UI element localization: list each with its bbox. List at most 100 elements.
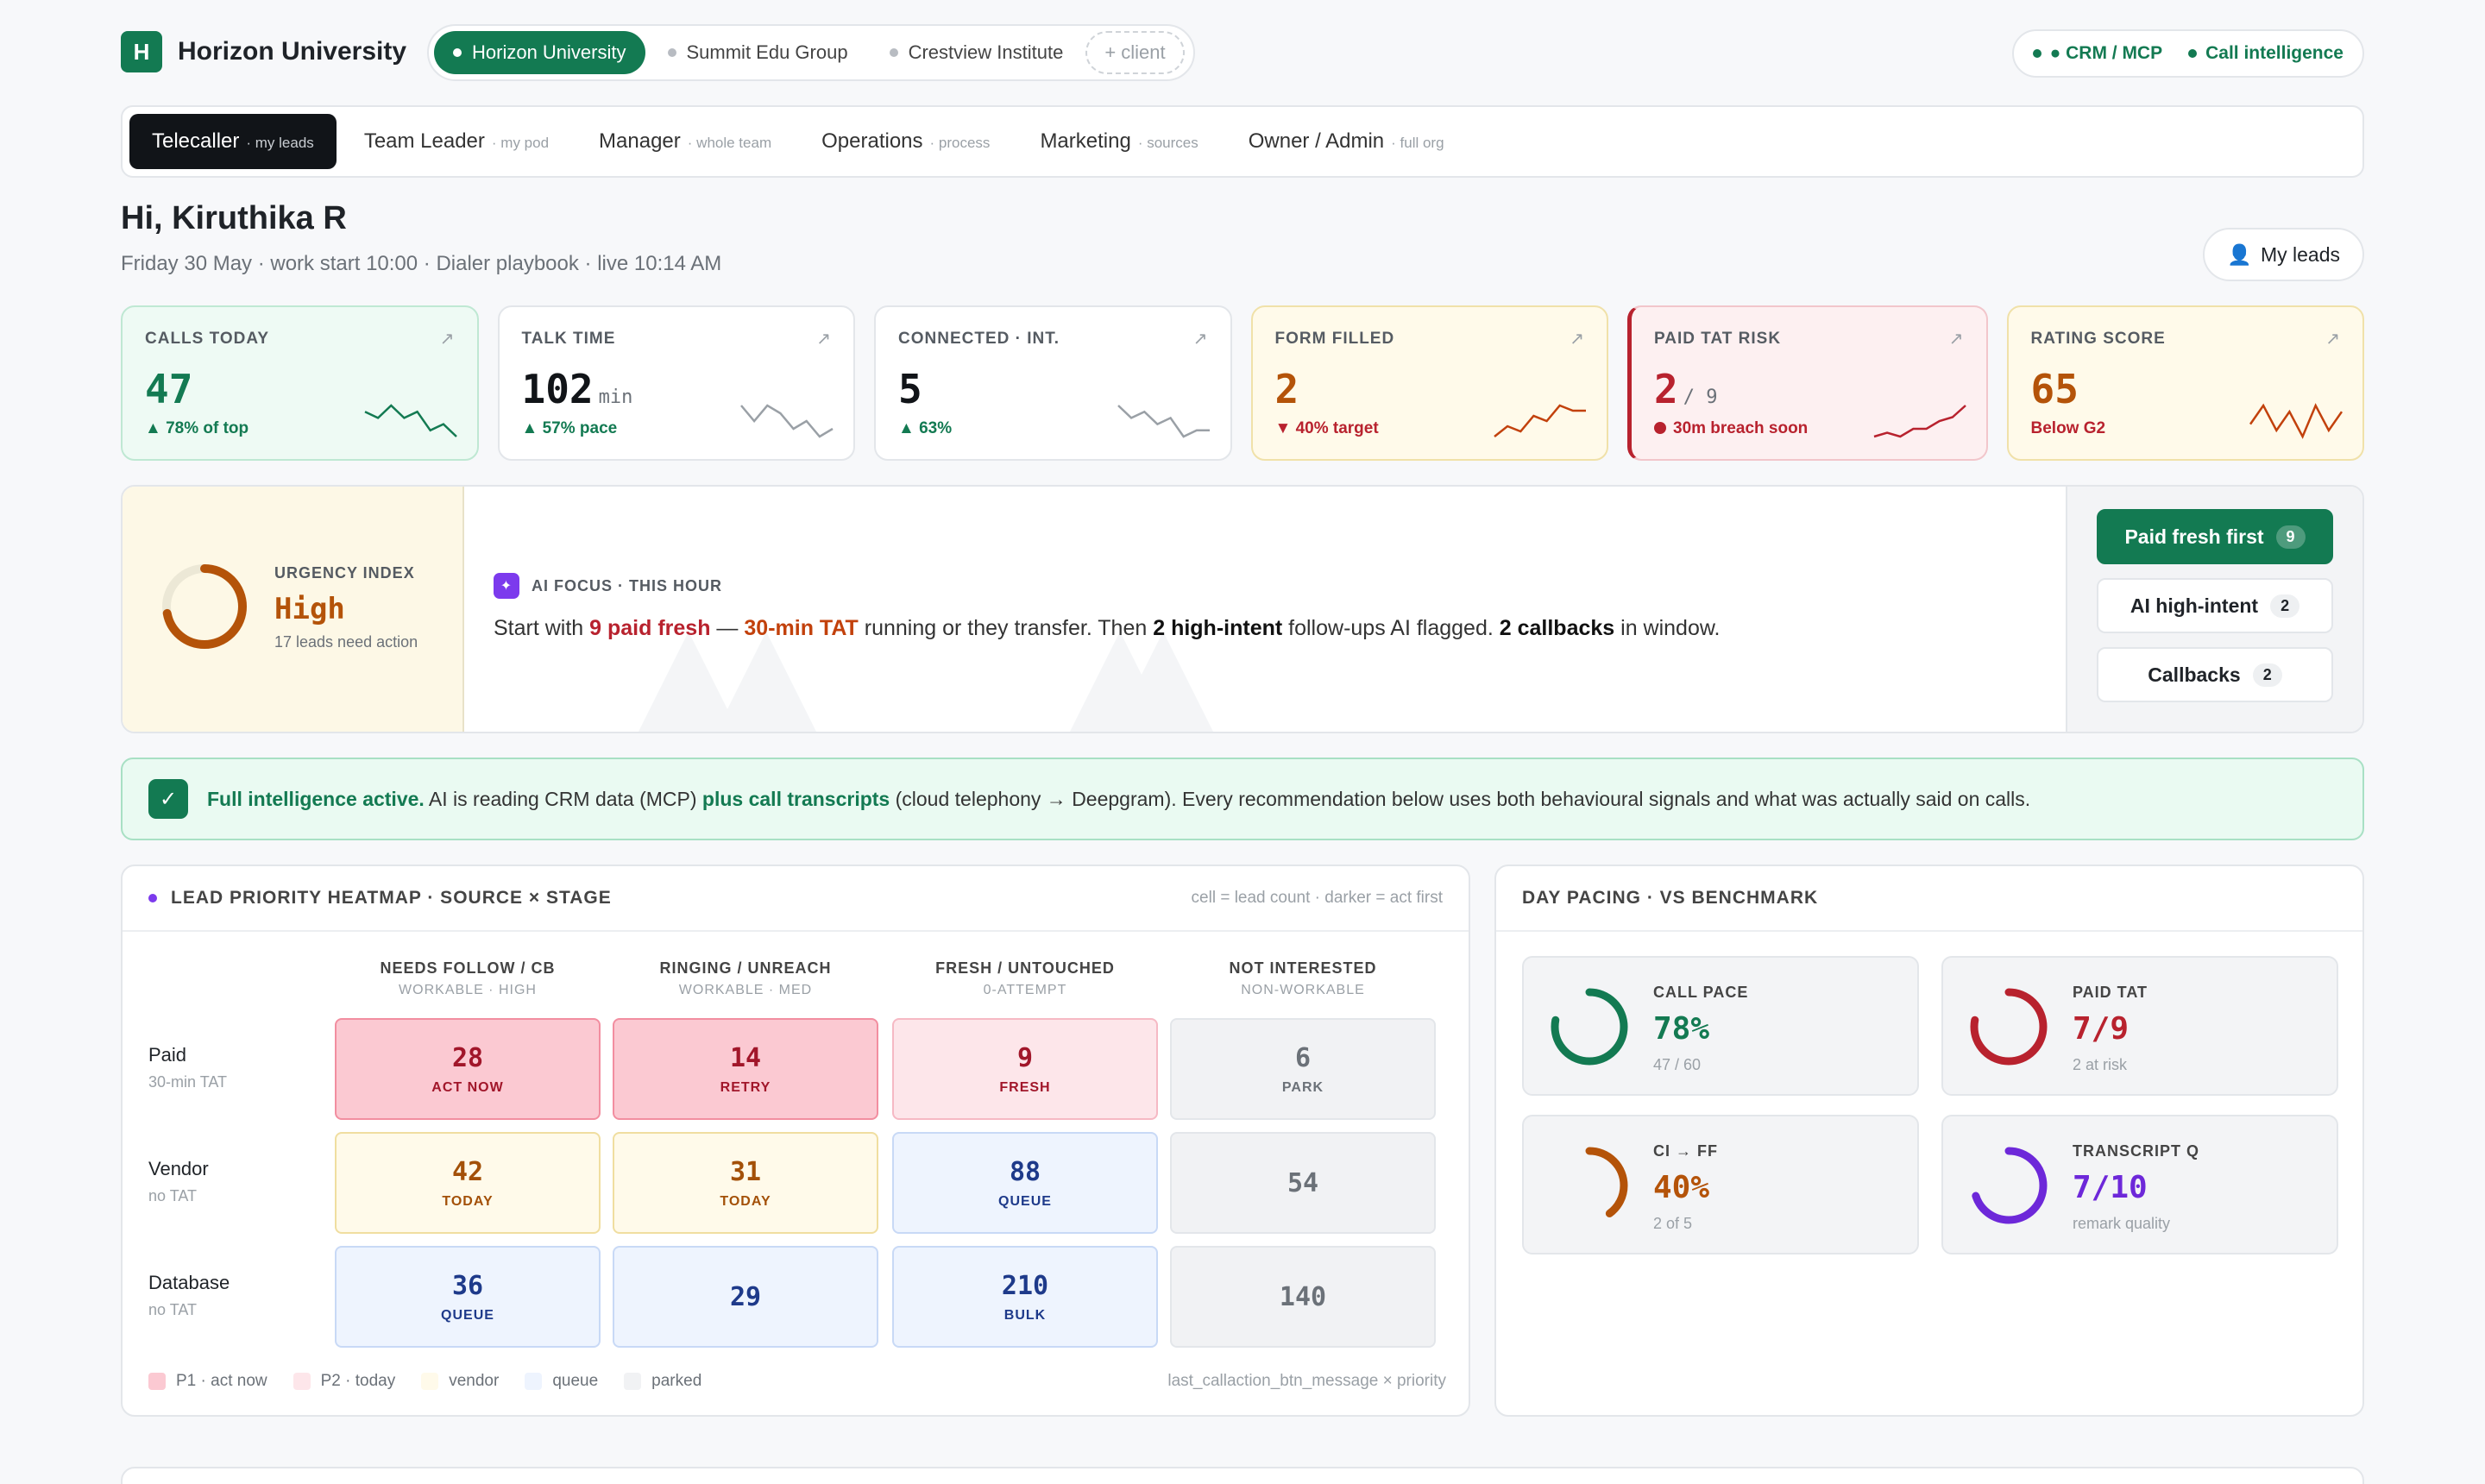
- tab-label: Operations: [821, 129, 923, 153]
- banner-part: AI is reading CRM data (MCP): [424, 787, 702, 810]
- ai-text-highlight: 30-min TAT: [744, 616, 859, 640]
- urgency-sub: 17 leads need action: [274, 633, 418, 651]
- column-header: NEEDS FOLLOW / CB WORKABLE · HIGH: [335, 959, 601, 998]
- tab-marketing[interactable]: Marketing · sources: [1017, 114, 1220, 169]
- arrow-up-right-icon[interactable]: ↗: [1948, 330, 1964, 349]
- kpi-card-paid-tat-risk[interactable]: PAID TAT RISK ↗ 2/ 9 30m breach soon: [1627, 305, 1988, 461]
- row-name: Paid: [148, 1044, 187, 1066]
- kpi-sub: ▲ 63%: [898, 419, 1208, 438]
- cell-count: 36: [451, 1270, 484, 1301]
- brand[interactable]: H Horizon University: [121, 31, 406, 72]
- kpi-card-talk-time[interactable]: TALK TIME ↗ 102 min ▲ 57% pace: [497, 305, 855, 461]
- kpi-card-form-filled[interactable]: FORM FILLED ↗ 2 ▼ 40% target: [1250, 305, 1608, 461]
- banner-highlight: plus call transcripts: [701, 787, 890, 810]
- pacing-card-ci-ff[interactable]: CI → FF 40% 2 of 5: [1522, 1115, 1919, 1254]
- tab-team-leader[interactable]: Team Leader · my pod: [342, 114, 571, 169]
- urgency-panel: URGENCY INDEX High 17 leads need action …: [121, 485, 2364, 733]
- crm-mcp-status[interactable]: ● CRM / MCP: [2032, 43, 2162, 64]
- ai-focus: ✦ AI FOCUS · THIS HOUR Start with 9 paid …: [464, 487, 2069, 732]
- pacing-card-paid-tat[interactable]: PAID TAT 7/9 2 at risk: [1941, 956, 2338, 1096]
- column-header: FRESH / UNTOUCHED 0-ATTEMPT: [892, 959, 1158, 998]
- ai-text-part: —: [710, 616, 745, 640]
- arrow-up-right-icon[interactable]: ↗: [2325, 330, 2340, 349]
- row-header: Paid 30-min TAT: [148, 1044, 321, 1091]
- cell-count: 210: [1001, 1270, 1049, 1301]
- kpi-card-calls-today[interactable]: CALLS TODAY ↗ 47 ▲ 78% of top: [121, 305, 479, 461]
- sparkline: [1117, 405, 1210, 438]
- lead-priority-heatmap: LEAD PRIORITY HEATMAP · SOURCE × STAGE ce…: [121, 865, 1470, 1417]
- pacing-label: PAID TAT: [2073, 984, 2148, 1001]
- heatmap-cell[interactable]: 42 TODAY: [335, 1132, 601, 1234]
- heatmap-cell[interactable]: 14 RETRY: [613, 1018, 878, 1120]
- kpi-sub-text: 30m breach soon: [1673, 419, 1809, 437]
- alert-dot-icon: [1654, 422, 1666, 434]
- cell-count: 88: [1009, 1156, 1041, 1187]
- heatmap-cell[interactable]: 88 QUEUE: [892, 1132, 1158, 1234]
- ai-text-part: running or they transfer. Then: [858, 616, 1154, 640]
- kpi-number: 5: [898, 366, 922, 412]
- tab-owner-admin[interactable]: Owner / Admin · full org: [1226, 114, 1467, 169]
- heatmap-cell[interactable]: 9 FRESH: [892, 1018, 1158, 1120]
- kpi-number: 2: [1274, 366, 1299, 412]
- client-tab-summit[interactable]: Summit Edu Group: [649, 31, 867, 74]
- tab-manager[interactable]: Manager · whole team: [576, 114, 794, 169]
- status-dot: [453, 48, 462, 57]
- panel-title: LEAD PRIORITY HEATMAP · SOURCE × STAGE: [171, 888, 612, 908]
- ai-focus-tag: ✦ AI FOCUS · THIS HOUR: [494, 573, 722, 599]
- tab-sub: · full org: [1391, 135, 1444, 151]
- kpi-sub: ▲ 78% of top: [145, 419, 455, 438]
- role-tabs: Telecaller · my leads Team Leader · my pod…: [121, 105, 2364, 178]
- arrow-up-right-icon[interactable]: ↗: [1192, 330, 1208, 349]
- kpi-value: 5: [898, 366, 1208, 412]
- arrow-up-right-icon[interactable]: ↗: [439, 330, 455, 349]
- row-header: Vendor no TAT: [148, 1158, 321, 1205]
- heatmap-cell[interactable]: 31 TODAY: [613, 1132, 878, 1234]
- pacing-value: 40%: [1653, 1170, 1710, 1205]
- row-sub: no TAT: [148, 1301, 198, 1318]
- banner-highlight: Full intelligence active.: [207, 787, 425, 810]
- urgency-value: High: [274, 592, 345, 626]
- queue-buttons: Paid fresh first 9 AI high-intent 2 Callba…: [2066, 487, 2362, 732]
- column-sub: NON-WORKABLE: [1241, 983, 1365, 997]
- client-tab-horizon[interactable]: Horizon University: [434, 31, 645, 74]
- heatmap-cell[interactable]: 28 ACT NOW: [335, 1018, 601, 1120]
- ai-focus-label: AI FOCUS · THIS HOUR: [532, 576, 722, 594]
- kpi-card-rating-score[interactable]: RATING SCORE ↗ 65 Below G2: [2006, 305, 2364, 461]
- pacing-sub: remark quality: [2073, 1215, 2171, 1232]
- legend-label: P1 · act now: [176, 1372, 267, 1390]
- callbacks-button[interactable]: Callbacks 2: [2097, 647, 2333, 702]
- pacing-card-call-pace[interactable]: CALL PACE 78% 47 / 60: [1522, 956, 1919, 1096]
- heatmap-cell[interactable]: 36 QUEUE: [335, 1246, 601, 1348]
- pacing-sub: 2 at risk: [2073, 1056, 2128, 1073]
- add-client-button[interactable]: + client: [1085, 31, 1185, 74]
- cell-count: 42: [451, 1156, 484, 1187]
- kpi-number: 65: [2030, 366, 2079, 412]
- paid-fresh-first-button[interactable]: Paid fresh first 9: [2097, 509, 2333, 564]
- arrow-up-right-icon[interactable]: ↗: [1570, 330, 1584, 349]
- kpi-number: 47: [145, 366, 193, 412]
- heatmap-cell[interactable]: 29: [613, 1246, 878, 1348]
- kpi-number: 2: [1654, 366, 1678, 412]
- ai-text-highlight: 2 high-intent: [1153, 616, 1283, 640]
- sparkline: [2249, 403, 2343, 439]
- tab-operations[interactable]: Operations · process: [799, 114, 1012, 169]
- ai-text-part: follow-ups AI flagged.: [1282, 616, 1500, 640]
- client-tab-crestview[interactable]: Crestview Institute: [871, 31, 1083, 74]
- kpi-card-connected-int[interactable]: CONNECTED · INT. ↗ 5 ▲ 63%: [874, 305, 1232, 461]
- heatmap-cell[interactable]: 54: [1170, 1132, 1436, 1234]
- legend-source-note: last_callaction_btn_message × priority: [1167, 1372, 1446, 1390]
- heatmap-cell[interactable]: 210 BULK: [892, 1246, 1158, 1348]
- progress-ring: [1551, 1147, 1628, 1224]
- my-leads-button[interactable]: 👤 My leads: [2203, 228, 2364, 281]
- sparkline: [1494, 404, 1586, 437]
- ai-high-intent-button[interactable]: AI high-intent 2: [2097, 578, 2333, 633]
- call-intelligence-status[interactable]: Call intelligence: [2188, 43, 2343, 64]
- heatmap-cell[interactable]: 140: [1170, 1246, 1436, 1348]
- progress-ring: [1970, 1147, 2048, 1224]
- arrow-up-right-icon[interactable]: ↗: [816, 330, 831, 349]
- button-label: AI high-intent: [2130, 594, 2259, 617]
- heatmap-cell[interactable]: 6 PARK: [1170, 1018, 1436, 1120]
- tab-telecaller[interactable]: Telecaller · my leads: [129, 114, 337, 169]
- kpi-sub: ▲ 57% pace: [522, 419, 832, 438]
- pacing-card-transcript-q[interactable]: TRANSCRIPT Q 7/10 remark quality: [1941, 1115, 2338, 1254]
